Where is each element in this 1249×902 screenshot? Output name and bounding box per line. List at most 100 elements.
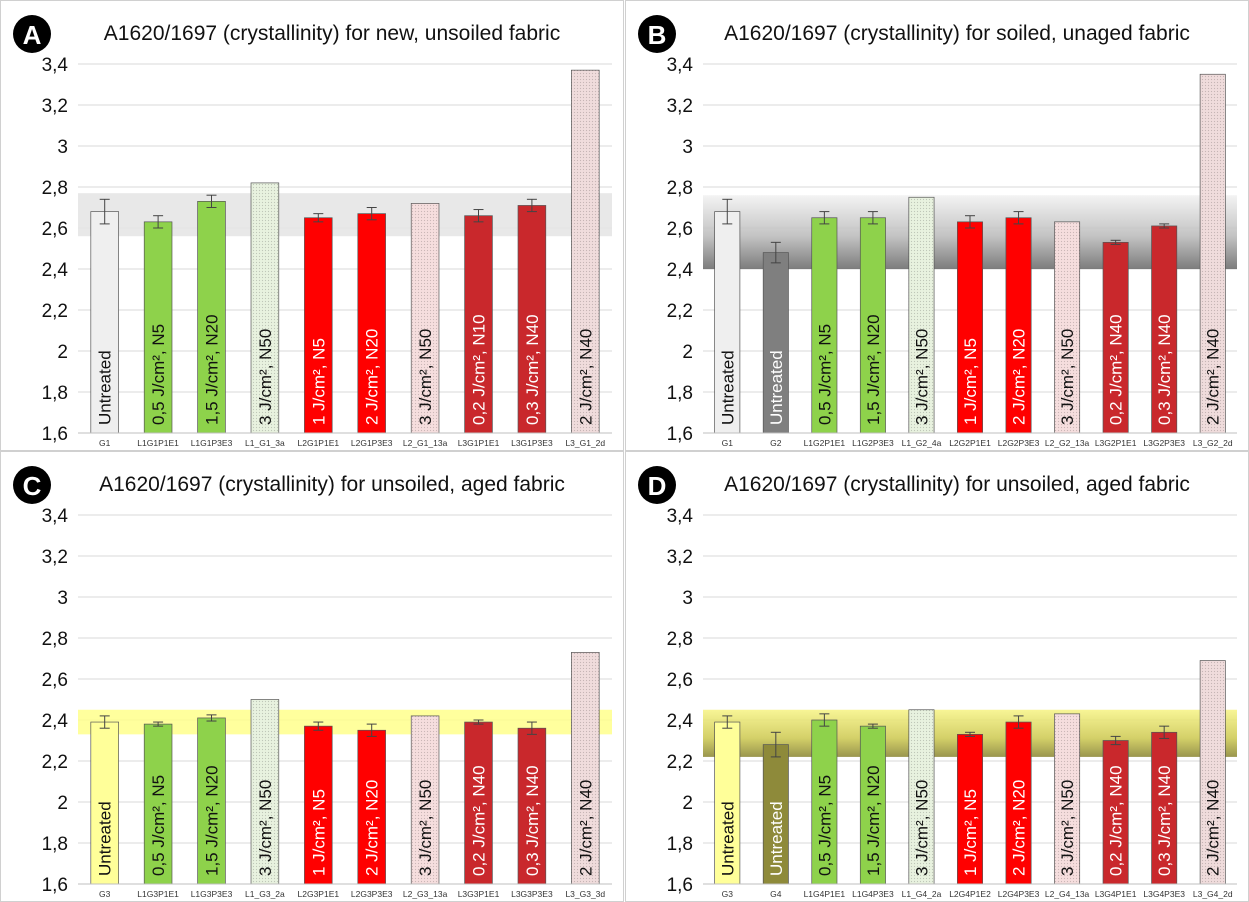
error-bar <box>366 723 377 737</box>
error-bar <box>99 715 110 729</box>
chart-title: A1620/1697 (crystallinity) for new, unso… <box>104 22 560 45</box>
bar-label: 3 J/cm², N50 <box>1058 780 1077 876</box>
y-tick-label: 2,2 <box>42 752 68 773</box>
error-bar <box>473 209 484 223</box>
y-tick-label: 3 <box>682 137 693 158</box>
bar-label: 0,3 J/cm², N40 <box>1155 765 1174 876</box>
bar <box>1102 242 1129 434</box>
panel-badge-letter: B <box>648 20 667 50</box>
x-tick-label: L3G3P3E3 <box>511 889 553 899</box>
x-tick-label: L1G4P3E3 <box>852 889 894 899</box>
bar-label: Untreated <box>96 350 115 425</box>
x-tick-label: L2G2P1E1 <box>949 438 991 448</box>
error-bar <box>526 198 537 213</box>
bar-label: 1,5 J/cm², N20 <box>864 765 883 876</box>
bar-texture <box>251 699 279 884</box>
bar-label: 1 J/cm², N5 <box>309 789 328 876</box>
y-tick-label: 1,8 <box>42 834 68 855</box>
error-bar <box>1110 735 1121 746</box>
error-bar <box>153 215 164 229</box>
bar-label: 0,5 J/cm², N5 <box>815 324 834 425</box>
error-bar <box>722 198 733 225</box>
y-tick-label: 2 <box>682 342 693 363</box>
y-tick-label: 2,8 <box>667 629 693 650</box>
bar <box>957 221 983 434</box>
bar-label: 0,2 J/cm², N40 <box>470 765 489 876</box>
error-bar <box>819 211 830 225</box>
bar <box>957 734 983 885</box>
bar <box>1151 731 1178 885</box>
bar <box>304 725 333 885</box>
chart-title: A1620/1697 (crystallinity) for unsoiled,… <box>99 473 565 496</box>
bar-texture <box>411 715 439 884</box>
x-tick-label: L3_G1_2d <box>565 438 605 448</box>
y-tick-label: 2 <box>682 793 693 814</box>
bar-label: Untreated <box>96 801 115 876</box>
bar-label: 2 J/cm², N40 <box>576 780 595 876</box>
bar-label: Untreated <box>767 350 786 425</box>
bar-label: 2 J/cm², N40 <box>576 329 595 425</box>
bar-label: 2 J/cm², N20 <box>1010 329 1029 425</box>
bar-label: Untreated <box>767 801 786 876</box>
bar <box>859 725 886 885</box>
bar-texture <box>251 182 279 433</box>
error-bar <box>1013 715 1024 729</box>
y-tick-label: 1,6 <box>667 875 693 896</box>
error-bar <box>770 241 781 264</box>
bar <box>762 744 789 885</box>
error-bar <box>1013 211 1024 225</box>
x-tick-label: G1 <box>722 438 734 448</box>
bar <box>714 211 741 434</box>
error-bar <box>99 198 110 225</box>
y-tick-label: 3,2 <box>42 96 68 117</box>
chart-panel-c: 1,6 1,8 2 2,2 2,4 2,6 2,8 3 3,2 3,4 A1620/1697 (cr… <box>0 451 624 902</box>
y-tick-label: 2,4 <box>42 711 69 732</box>
chart-title: A1620/1697 (crystallinity) for unsoiled,… <box>724 473 1190 496</box>
bar-label: 0,2 J/cm², N40 <box>1107 314 1126 425</box>
bar <box>304 217 333 434</box>
y-tick-label: 2,8 <box>42 178 68 199</box>
x-tick-label: L3_G4_2d <box>1193 889 1233 899</box>
bar-label: 0,2 J/cm², N40 <box>1107 765 1126 876</box>
bar-label: 0,3 J/cm², N40 <box>523 765 542 876</box>
chart-panel-b: 1,6 1,8 2 2,2 2,4 2,6 2,8 3 3,2 3,4 A1620/1697 (cr… <box>625 0 1249 451</box>
x-tick-label: L3G1P1E1 <box>458 438 500 448</box>
bar-label: 2 J/cm², N20 <box>363 780 382 876</box>
bar-label: 2 J/cm², N20 <box>363 329 382 425</box>
y-tick-label: 2,4 <box>42 260 69 281</box>
bar-texture <box>1054 713 1080 884</box>
x-tick-label: G2 <box>770 438 782 448</box>
y-tick-label: 3,4 <box>42 506 69 527</box>
error-bar <box>1159 223 1170 229</box>
x-tick-label: L2_G3_13a <box>403 889 448 899</box>
x-tick-label: L2G4P3E3 <box>998 889 1040 899</box>
x-tick-label: L1G1P1E1 <box>137 438 179 448</box>
x-tick-label: L1_G2_4a <box>902 438 942 448</box>
x-tick-label: L2G3P3E3 <box>351 889 393 899</box>
bar-label: 2 J/cm², N20 <box>1010 780 1029 876</box>
error-bar <box>206 714 217 722</box>
bar-label: 1,5 J/cm², N20 <box>203 765 222 876</box>
panel-badge-icon <box>13 15 51 53</box>
bar-label: 2 J/cm², N40 <box>1204 329 1223 425</box>
x-tick-label: L2G1P3E3 <box>351 438 393 448</box>
chart-panel-a: 1,6 1,8 2 2,2 2,4 2,6 2,8 3 3,2 3,4 A1620/1697 (cr… <box>0 0 624 451</box>
x-tick-label: L3G4P1E1 <box>1095 889 1137 899</box>
bar-label: 2 J/cm², N40 <box>1204 780 1223 876</box>
bar-texture <box>908 197 935 433</box>
bar-label: 3 J/cm², N50 <box>416 329 435 425</box>
chart-title: A1620/1697 (crystallinity) for soiled, u… <box>724 22 1190 45</box>
panel-badge-letter: C <box>23 471 42 501</box>
x-tick-label: L2G3P1E1 <box>298 889 340 899</box>
x-tick-label: L1G2P1E1 <box>804 438 846 448</box>
y-tick-label: 1,8 <box>42 383 68 404</box>
x-tick-label: L1G3P3E3 <box>191 889 233 899</box>
x-tick-label: L2G1P1E1 <box>298 438 340 448</box>
bar-texture <box>1200 660 1226 884</box>
x-tick-label: L3G1P3E3 <box>511 438 553 448</box>
bar <box>517 727 547 885</box>
y-tick-label: 2,8 <box>667 178 693 199</box>
x-tick-label: G1 <box>99 438 111 448</box>
bar-label: 3 J/cm², N50 <box>912 780 931 876</box>
bar-texture <box>1200 74 1226 433</box>
